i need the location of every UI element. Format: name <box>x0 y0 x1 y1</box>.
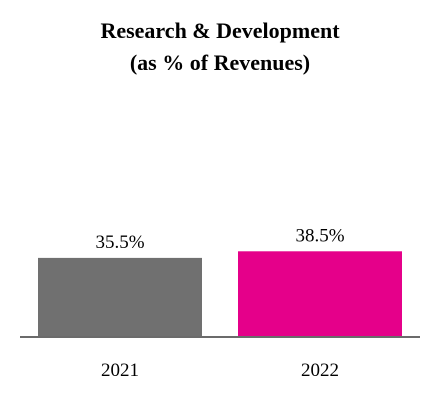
bar-2021 <box>38 257 202 336</box>
data-label-2022: 38.5% <box>295 225 344 246</box>
chart-title-line-1: Research & Development <box>100 18 340 43</box>
category-label-2022: 2022 <box>301 360 339 381</box>
chart-title-line-2: (as % of Revenues) <box>129 50 311 75</box>
data-label-2021: 35.5% <box>95 232 144 253</box>
bar-2022 <box>238 251 402 336</box>
category-label-2021: 2021 <box>101 360 139 381</box>
